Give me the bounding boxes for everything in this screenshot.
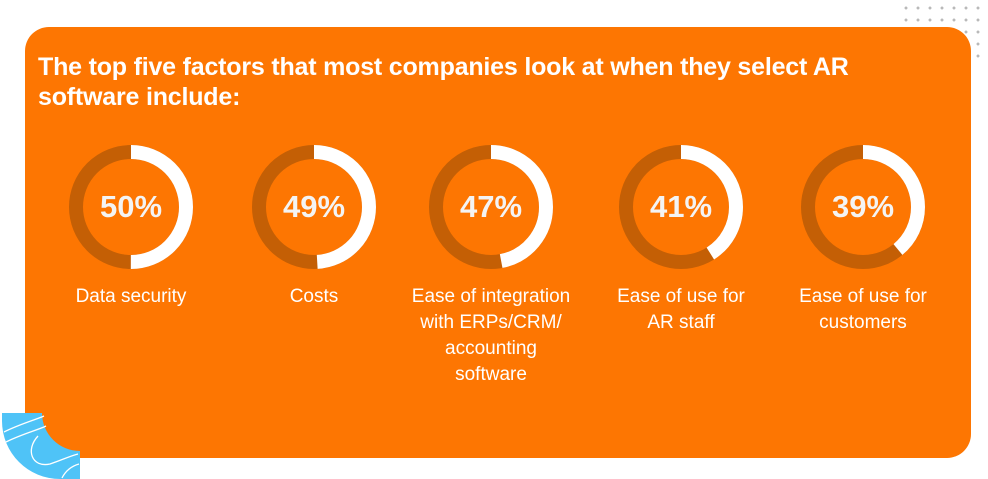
factor-label: Ease of use for AR staff — [617, 286, 745, 333]
donut-stat: 50% Data security — [31, 144, 231, 310]
percentage-value: 41% — [649, 189, 713, 224]
donut-chart: 47% — [428, 144, 554, 270]
percentage-value: 39% — [831, 189, 895, 224]
percentage-value: 50% — [99, 189, 163, 224]
page-title: The top five factors that most companies… — [38, 53, 849, 111]
donut-chart: 41% — [618, 144, 744, 270]
donut-stat: 39% Ease of use for customers — [763, 144, 963, 336]
percentage-value: 49% — [282, 189, 346, 224]
donut-stat: 49% Costs — [214, 144, 414, 310]
factor-label: Costs — [289, 286, 339, 307]
factor-label: Ease of integration with ERPs/CRM/ accou… — [411, 286, 571, 385]
donut-stat: 41% Ease of use for AR staff — [581, 144, 781, 336]
percentage-value: 47% — [459, 189, 523, 224]
donut-stat: 47% Ease of integration with ERPs/CRM/ ac… — [391, 144, 591, 388]
donut-chart: 50% — [68, 144, 194, 270]
wave-arc-decoration — [2, 413, 80, 479]
factor-label: Data security — [75, 286, 187, 307]
factor-label: Ease of use for customers — [799, 286, 927, 333]
donut-chart: 39% — [800, 144, 926, 270]
donut-chart: 49% — [251, 144, 377, 270]
